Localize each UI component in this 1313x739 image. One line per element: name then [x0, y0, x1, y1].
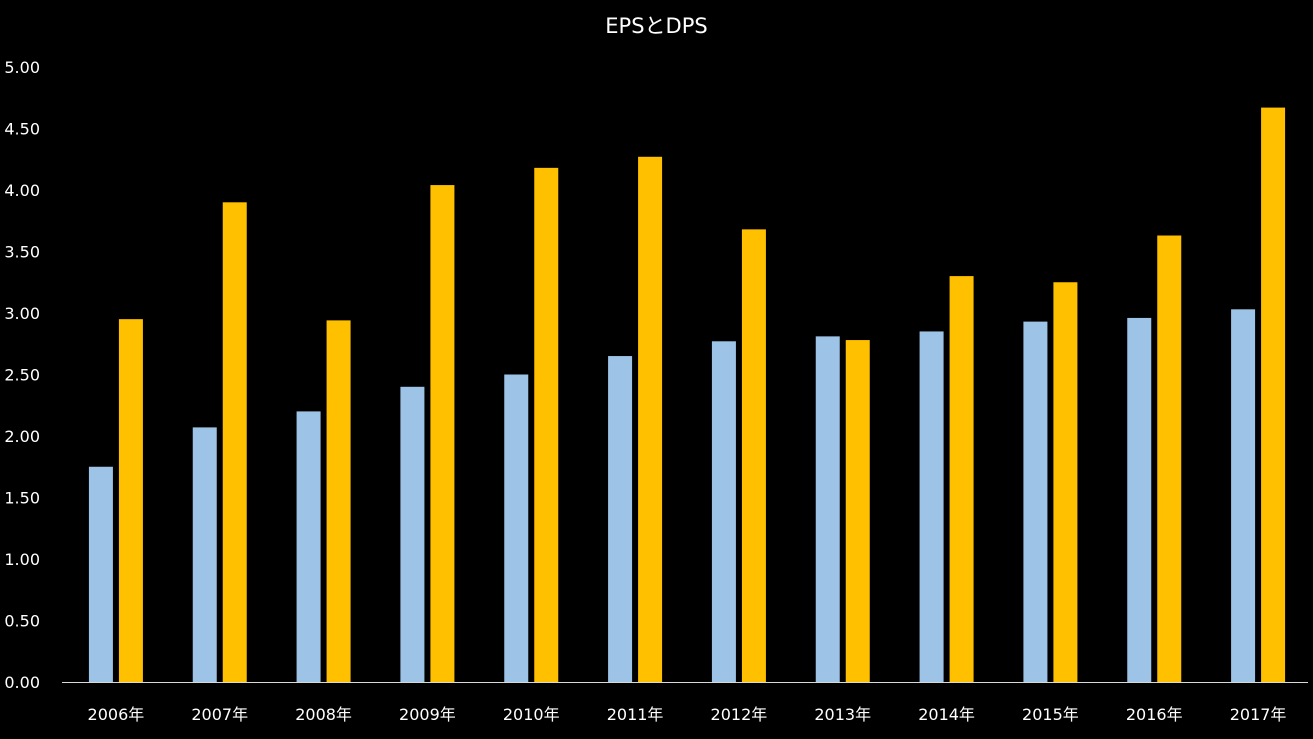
bar-series-2: [845, 340, 870, 682]
y-tick-label: 2.00: [4, 427, 40, 446]
bar-series-1: [919, 331, 944, 682]
x-tick-label: 2013年: [814, 705, 871, 724]
bar-series-1: [1231, 309, 1256, 682]
bar-series-2: [638, 156, 663, 683]
x-tick-label: 2008年: [295, 705, 352, 724]
y-tick-label: 3.00: [4, 304, 40, 323]
bar-series-1: [711, 341, 736, 682]
bar-series-1: [400, 386, 425, 682]
x-tick-label: 2007年: [191, 705, 248, 724]
bar-series-2: [1157, 235, 1182, 682]
chart-title: EPSとDPS: [605, 14, 708, 38]
y-tick-label: 0.50: [4, 612, 40, 631]
bar-series-2: [430, 185, 455, 682]
x-tick-label: 2017年: [1230, 705, 1287, 724]
x-tick-label: 2012年: [711, 705, 768, 724]
bar-series-1: [504, 374, 529, 682]
y-axis-ticks: 0.00 0.50 1.00 1.50 2.00 2.50 3.00 3.50 4.00 4.50…: [4, 58, 40, 692]
x-tick-label: 2016年: [1126, 705, 1183, 724]
bar-series-1: [1127, 317, 1152, 682]
bar-series-1: [296, 411, 321, 682]
y-tick-label: 1.00: [4, 550, 40, 569]
y-tick-label: 2.50: [4, 366, 40, 385]
bar-series-1: [88, 466, 113, 682]
bar-series-1: [192, 427, 217, 682]
bar-series-2: [1053, 282, 1078, 682]
bars: [88, 107, 1286, 683]
x-tick-label: 2015年: [1022, 705, 1079, 724]
y-tick-label: 0.00: [4, 673, 40, 692]
bar-series-2: [534, 167, 559, 683]
x-tick-label: 2010年: [503, 705, 560, 724]
bar-series-2: [326, 320, 351, 682]
y-tick-label: 1.50: [4, 489, 40, 508]
x-tick-label: 2009年: [399, 705, 456, 724]
x-tick-label: 2014年: [918, 705, 975, 724]
bar-series-1: [1023, 321, 1048, 682]
bar-series-2: [949, 276, 974, 682]
bar-series-1: [815, 336, 840, 682]
y-tick-label: 3.50: [4, 243, 40, 262]
y-tick-label: 4.00: [4, 181, 40, 200]
bar-series-2: [1261, 107, 1286, 683]
y-tick-label: 4.50: [4, 120, 40, 139]
bar-series-2: [118, 319, 143, 682]
bar-series-2: [741, 229, 766, 683]
bar-series-1: [608, 356, 633, 682]
bar-series-2: [222, 202, 247, 683]
x-tick-label: 2006年: [88, 705, 145, 724]
y-tick-label: 5.00: [4, 58, 40, 77]
x-axis-ticks: 2006年 2007年 2008年 2009年 2010年 2011年 2012年 2013年…: [88, 705, 1287, 724]
x-tick-label: 2011年: [607, 705, 664, 724]
